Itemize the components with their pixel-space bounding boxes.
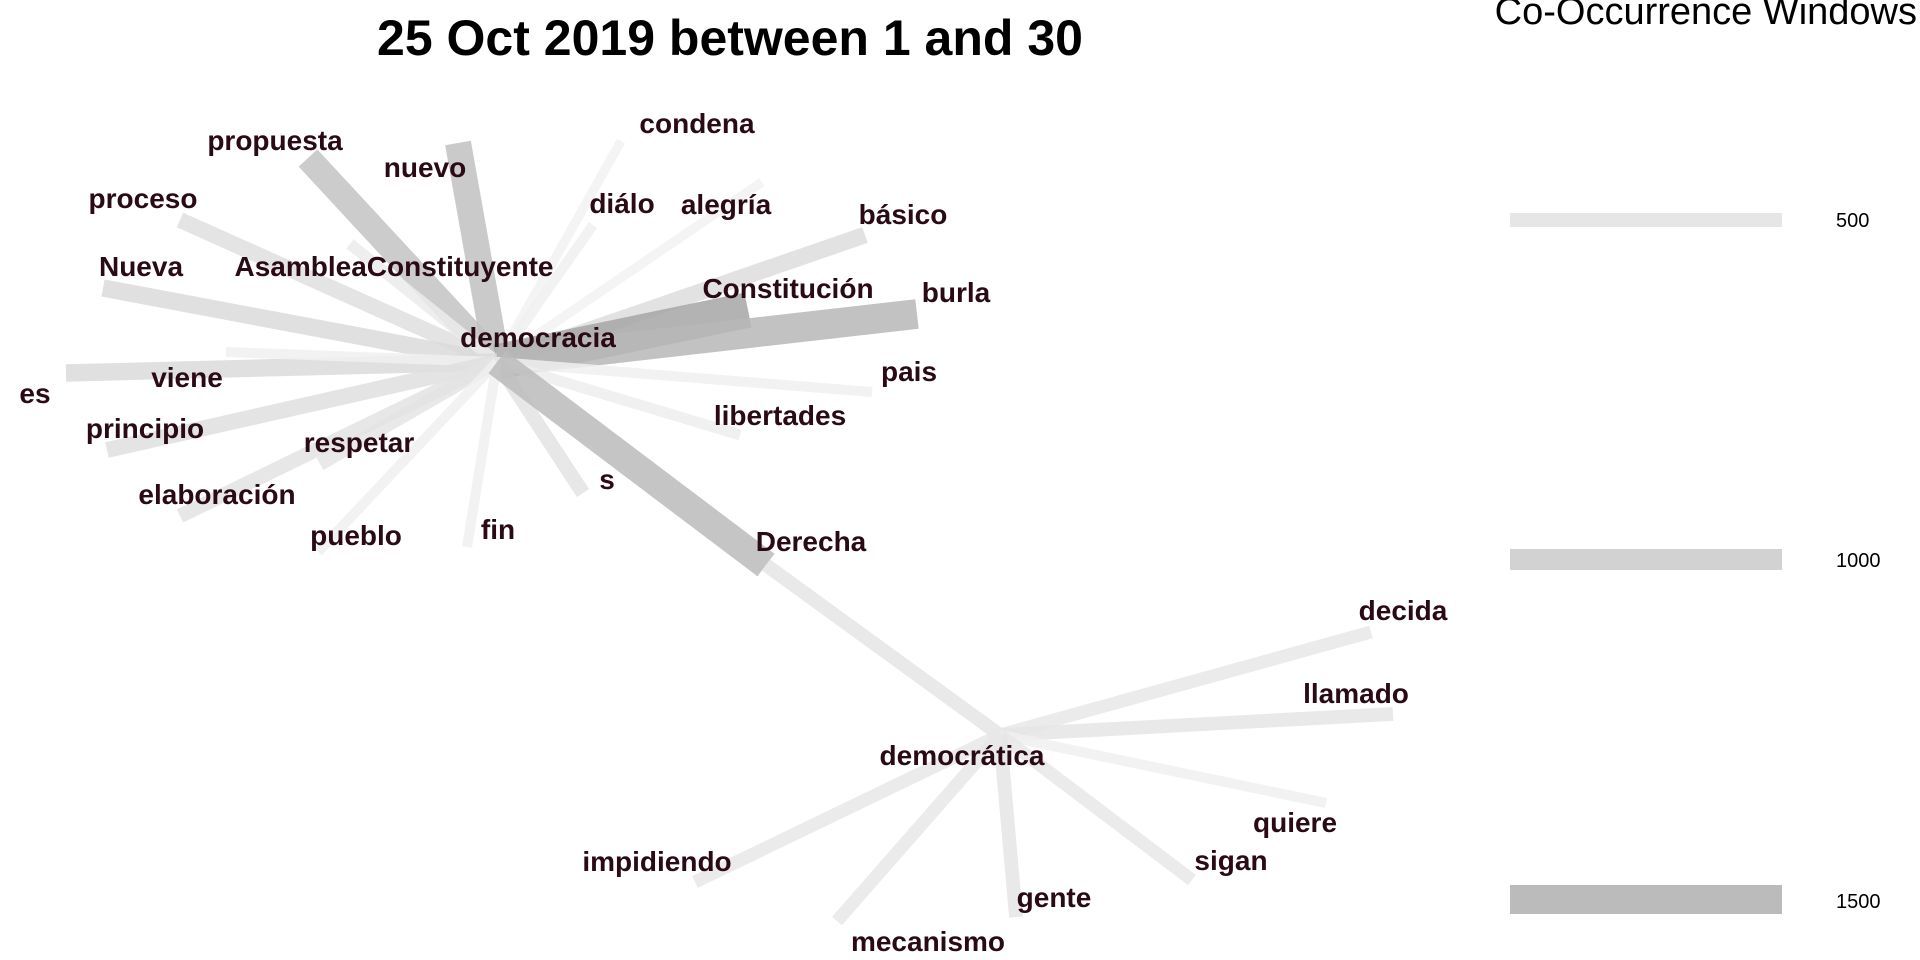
word-impidiendo: impidiendo: [582, 846, 731, 877]
word-nueva: Nueva: [99, 251, 183, 282]
word-gente: gente: [1017, 882, 1092, 913]
legend-swatch-1500: [1510, 885, 1782, 914]
graph-title: 25 Oct 2019 between 1 and 30: [377, 10, 1083, 66]
edge-democracia-derecha: [488, 350, 775, 577]
word-respetar: respetar: [304, 427, 415, 458]
edge-democracia-fin: [462, 361, 502, 548]
word-condena: condena: [639, 108, 755, 139]
edge-democracia-dialo: [492, 222, 598, 365]
edge-democratica-gente: [993, 734, 1023, 918]
word-democratica: democrática: [880, 740, 1045, 771]
edge-democracia-alegria: [494, 178, 765, 366]
edge-democracia-pais: [496, 356, 873, 398]
word-pais: pais: [881, 356, 937, 387]
word-viene: viene: [151, 362, 223, 393]
label-layer: democracia democrática propuesta nuevo c…: [19, 108, 1447, 957]
edge-democratica-impidiendo: [692, 729, 1003, 888]
word-derecha: Derecha: [756, 526, 867, 557]
word-llamado: llamado: [1303, 678, 1409, 709]
legend-label-1500: 1500: [1836, 891, 1881, 913]
word-constitucion: Constitución: [702, 273, 873, 304]
word-alegria: alegría: [681, 189, 772, 220]
edge-democracia-nuevo: [445, 140, 510, 365]
word-s: s: [599, 464, 615, 495]
word-sigan: sigan: [1194, 845, 1267, 876]
edge-democracia-libertades: [495, 356, 742, 441]
word-es: es: [19, 378, 50, 409]
word-burla: burla: [922, 277, 991, 308]
edge-layer: [65, 138, 1394, 926]
legend-label-500: 500: [1836, 210, 1869, 232]
edge-democracia-elaboracion: [176, 355, 501, 523]
legend: Co-Occurrence Windows 500 1000 1500: [1495, 0, 1917, 914]
legend-title: Co-Occurrence Windows: [1495, 0, 1917, 33]
edge-democracia-nueva: [101, 279, 499, 371]
legend-swatch-1000: [1510, 549, 1782, 570]
edge-democracia-burla: [495, 299, 919, 377]
word-dialo: diálo: [589, 188, 654, 219]
legend-label-1000: 1000: [1836, 550, 1881, 572]
word-libertades: libertades: [714, 400, 846, 431]
edge-democratica-sigan: [996, 729, 1196, 886]
edge-democracia-proceso: [176, 212, 501, 370]
edge-democracia-propuesta: [298, 149, 507, 371]
word-elaboracion: elaboración: [138, 479, 295, 510]
word-fin: fin: [481, 514, 515, 545]
word-proceso: proceso: [89, 183, 198, 214]
edge-democracia-pueblo: [314, 358, 501, 556]
edge-democratica-llamado: [999, 707, 1394, 742]
edge-democratica-decida: [998, 625, 1373, 742]
edge-democratica-mecanismo: [832, 730, 1005, 926]
word-nuevo: nuevo: [384, 152, 466, 183]
word-principio: principio: [86, 413, 204, 444]
edge-democracia-viene: [225, 346, 498, 368]
word-pueblo: pueblo: [310, 520, 402, 551]
word-democracia: democracia: [460, 322, 616, 353]
edge-democracia-asamblea: [346, 239, 501, 367]
edge-democracia-principio: [105, 354, 499, 458]
word-basico: básico: [859, 199, 948, 230]
edge-derecha-democratica: [761, 559, 1005, 741]
word-propuesta: propuesta: [207, 125, 343, 156]
word-quiere: quiere: [1253, 807, 1337, 838]
word-asamblea: AsambleaConstituyente: [235, 251, 554, 282]
word-decida: decida: [1359, 595, 1448, 626]
edge-democratica-quiere: [998, 730, 1328, 808]
word-mecanismo: mecanismo: [851, 926, 1005, 957]
legend-swatch-500: [1510, 213, 1782, 227]
